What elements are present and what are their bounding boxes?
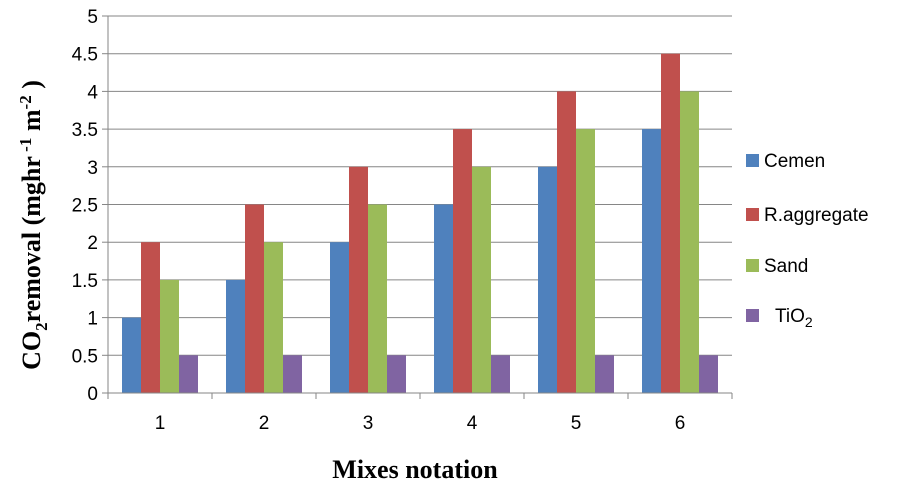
bar-r-aggregate (245, 204, 264, 393)
bar-tio2 (283, 355, 302, 393)
bar-sand (472, 166, 491, 393)
x-tick-label: 4 (467, 413, 478, 434)
bar-r-aggregate (661, 53, 680, 393)
bar-sand (368, 204, 387, 393)
bar-cemen (226, 279, 245, 393)
gridlines (108, 15, 732, 356)
legend-label: Sand (764, 256, 808, 277)
legend: Cemen R.aggregate Sand TiO2 (746, 151, 869, 330)
bar-cemen (330, 242, 349, 393)
bar-cemen (122, 317, 141, 393)
x-tick-labels: 1 2 3 4 5 6 (107, 393, 733, 434)
x-tick-label: 2 (259, 413, 270, 434)
y-axis-title: CO2removal (mghr -1 m-2 ) (16, 80, 51, 370)
y-tick-labels: 0 0.5 1 1.5 2 2.5 3 3.5 4 4.5 5 (72, 7, 108, 405)
bar-sand (264, 242, 283, 393)
y-tick-label: 1 (87, 309, 98, 330)
bar-r-aggregate (453, 129, 472, 393)
bar-tio2 (699, 355, 718, 393)
bar-tio2 (387, 355, 406, 393)
bar-r-aggregate (557, 91, 576, 394)
y-tick-label: 2.5 (72, 196, 98, 217)
y-tick-label: 1.5 (72, 271, 98, 292)
bar-tio2 (595, 355, 614, 393)
y-tick-label: 2 (87, 233, 98, 254)
bar-tio2 (179, 355, 198, 393)
bar-sand (160, 279, 179, 393)
legend-label: Cemen (764, 151, 825, 172)
bar-cemen (538, 166, 557, 393)
legend-swatch (746, 208, 759, 221)
x-tick-label: 3 (363, 413, 374, 434)
y-tick-label: 4.5 (72, 45, 98, 66)
legend-swatch (746, 309, 759, 322)
y-tick-label: 4 (87, 82, 98, 103)
x-tick-label: 5 (571, 413, 582, 434)
x-tick-label: 6 (675, 413, 686, 434)
legend-label: R.aggregate (764, 205, 869, 226)
bar-cemen (434, 204, 453, 393)
bar-sand (680, 91, 699, 394)
legend-label: TiO2 (775, 306, 813, 330)
y-tick-label: 3.5 (72, 120, 98, 141)
y-tick-label: 3 (87, 158, 98, 179)
y-tick-label: 0 (87, 384, 98, 405)
bar-sand (576, 129, 595, 393)
bars (122, 53, 718, 394)
legend-swatch (746, 154, 759, 167)
y-tick-label: 0.5 (72, 346, 98, 367)
bar-tio2 (491, 355, 510, 393)
y-tick-label: 5 (87, 7, 98, 28)
legend-swatch (746, 259, 759, 272)
bar-cemen (642, 129, 661, 393)
x-tick-label: 1 (155, 413, 166, 434)
bar-r-aggregate (141, 242, 160, 393)
x-axis-title: Mixes notation (332, 455, 498, 484)
bar-r-aggregate (349, 166, 368, 393)
